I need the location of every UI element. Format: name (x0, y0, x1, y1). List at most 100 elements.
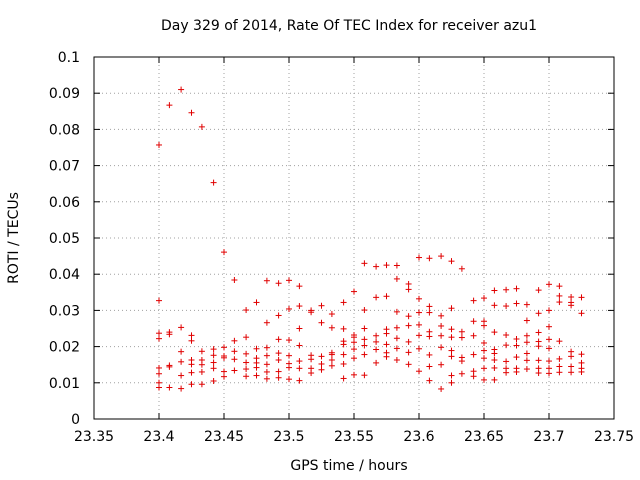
data-point (535, 370, 542, 377)
data-point (393, 356, 400, 363)
y-tick-label: 0 (71, 412, 80, 428)
data-point (328, 362, 335, 369)
data-point (361, 260, 368, 267)
data-point (416, 368, 422, 375)
data-point (568, 302, 575, 309)
data-point (426, 363, 433, 370)
data-point (523, 339, 530, 346)
data-point (578, 310, 585, 317)
data-point (340, 375, 347, 382)
data-point (275, 356, 282, 363)
data-point (546, 358, 552, 365)
y-tick-label: 0.05 (49, 231, 80, 247)
data-point (318, 319, 325, 326)
data-point (166, 384, 173, 391)
data-point (340, 299, 347, 306)
data-point (188, 369, 195, 376)
data-point (405, 349, 412, 356)
data-point (275, 350, 282, 357)
data-point (296, 358, 303, 365)
data-point (286, 352, 292, 359)
data-point (275, 280, 282, 287)
data-point (198, 361, 205, 368)
data-point (546, 336, 552, 343)
data-point (210, 359, 217, 366)
data-point (416, 345, 422, 352)
data-point (535, 357, 542, 364)
data-point (438, 332, 445, 339)
data-point (448, 334, 455, 341)
data-point (556, 338, 563, 345)
data-point (318, 353, 325, 360)
data-point (243, 366, 250, 373)
data-point (513, 335, 520, 342)
data-point (546, 323, 552, 330)
data-point (578, 351, 585, 358)
data-point (188, 332, 195, 339)
x-tick-label: 23.7 (533, 429, 564, 445)
data-point (556, 355, 563, 362)
data-point (438, 361, 445, 368)
data-point (448, 347, 455, 354)
data-point (491, 302, 498, 309)
data-point (156, 370, 162, 377)
data-point (481, 355, 487, 362)
data-point (296, 365, 303, 372)
data-point (383, 353, 390, 360)
data-point (513, 300, 520, 307)
y-axis-label: ROTI / TECUs (6, 192, 22, 284)
data-point (513, 354, 520, 361)
data-point (458, 358, 465, 365)
data-point (253, 364, 260, 371)
data-point (328, 324, 335, 331)
data-point (405, 361, 412, 368)
data-point (231, 348, 238, 355)
data-point (438, 322, 445, 329)
data-point (286, 305, 292, 312)
data-point (178, 86, 185, 93)
data-point (296, 303, 303, 310)
data-point (503, 286, 510, 293)
data-point (373, 332, 380, 339)
data-point (503, 358, 510, 365)
data-point (568, 369, 575, 376)
data-point (448, 258, 455, 265)
data-point (405, 286, 412, 293)
data-point (296, 377, 303, 384)
data-point (383, 330, 390, 337)
data-point (243, 359, 250, 366)
data-point (340, 360, 347, 367)
data-point (481, 322, 487, 329)
data-point (188, 361, 195, 368)
data-point (275, 312, 282, 319)
data-point (166, 363, 173, 370)
data-point (458, 334, 465, 341)
data-point (393, 308, 400, 315)
data-point (328, 356, 335, 363)
data-point (523, 332, 530, 339)
data-point (210, 377, 217, 384)
data-point (458, 265, 465, 272)
chart-title: Day 329 of 2014, Rate Of TEC Index for r… (161, 18, 537, 34)
data-point (188, 109, 195, 116)
data-point (426, 351, 433, 358)
data-point (393, 324, 400, 331)
data-point (393, 345, 400, 352)
data-point (556, 363, 563, 370)
data-point (491, 350, 498, 357)
data-point (253, 345, 260, 352)
data-point (405, 322, 412, 329)
data-point (448, 379, 455, 386)
data-point (556, 299, 563, 306)
data-point (546, 281, 552, 288)
data-point (491, 356, 498, 363)
data-point (448, 372, 455, 379)
data-point (328, 311, 335, 318)
data-point (286, 277, 292, 284)
data-point (178, 372, 185, 379)
data-point (340, 351, 347, 358)
data-point (470, 351, 477, 358)
data-point (393, 275, 400, 282)
